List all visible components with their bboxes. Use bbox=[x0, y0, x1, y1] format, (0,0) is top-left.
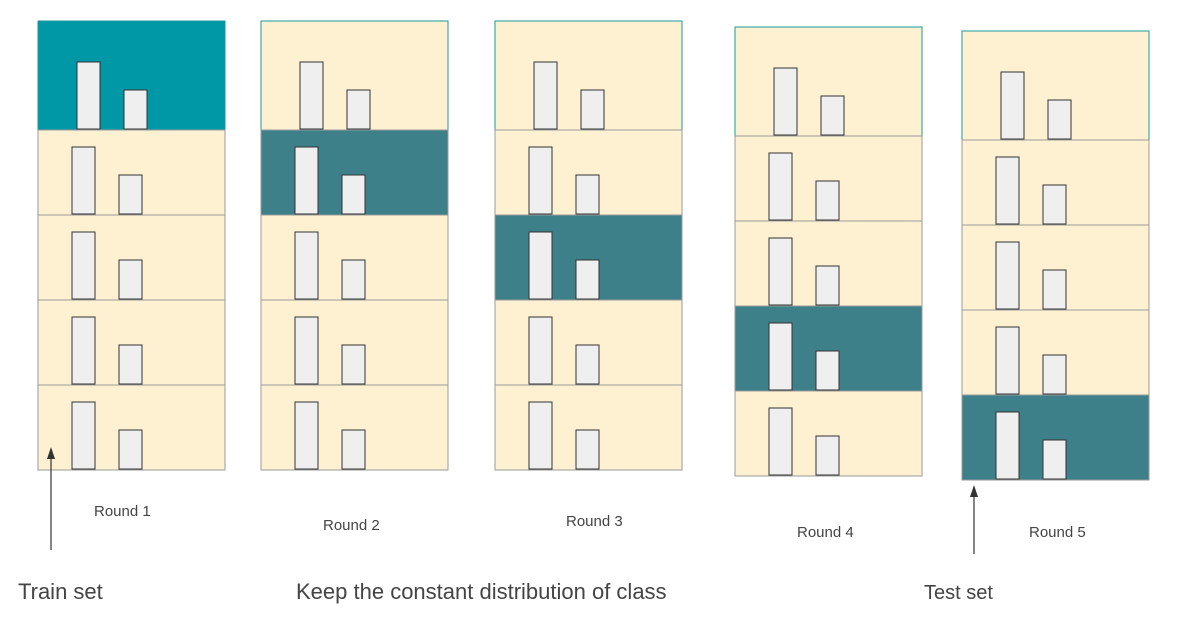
class-b-bar bbox=[123, 89, 148, 130]
round-1-column bbox=[37, 20, 226, 471]
class-a-bar bbox=[533, 61, 558, 130]
class-b-bar bbox=[815, 435, 840, 476]
class-b-bar bbox=[118, 344, 143, 385]
class-b-bar bbox=[815, 265, 840, 306]
class-a-bar bbox=[294, 231, 319, 300]
class-a-bar bbox=[995, 411, 1020, 480]
train-set-arrow-head bbox=[47, 447, 55, 459]
class-b-bar bbox=[580, 89, 605, 130]
class-b-bar bbox=[1042, 269, 1067, 310]
class-a-bar bbox=[294, 401, 319, 470]
class-b-bar bbox=[1047, 99, 1072, 140]
class-a-bar bbox=[995, 326, 1020, 395]
round-2-column bbox=[260, 20, 449, 471]
class-b-bar bbox=[341, 429, 366, 470]
round-5-label: Round 5 bbox=[1029, 524, 1086, 541]
test-set-arrow-head bbox=[970, 485, 978, 497]
class-b-bar bbox=[118, 259, 143, 300]
rounds-group bbox=[37, 20, 1150, 481]
class-b-bar bbox=[820, 95, 845, 136]
class-b-bar bbox=[575, 429, 600, 470]
class-b-bar bbox=[815, 180, 840, 221]
class-b-bar bbox=[341, 259, 366, 300]
class-a-bar bbox=[71, 231, 96, 300]
class-a-bar bbox=[995, 241, 1020, 310]
class-b-bar bbox=[815, 350, 840, 391]
round-3-fold-5-train bbox=[494, 384, 683, 471]
round-3-label: Round 3 bbox=[566, 513, 623, 530]
class-a-bar bbox=[528, 401, 553, 470]
class-a-bar bbox=[76, 61, 101, 130]
round-4-label: Round 4 bbox=[797, 524, 854, 541]
class-a-bar bbox=[71, 401, 96, 470]
class-b-bar bbox=[346, 89, 371, 130]
class-a-bar bbox=[294, 146, 319, 215]
class-b-bar bbox=[575, 259, 600, 300]
class-b-bar bbox=[1042, 184, 1067, 225]
round-2-label: Round 2 bbox=[323, 517, 380, 534]
class-a-bar bbox=[1000, 71, 1025, 140]
class-b-bar bbox=[341, 174, 366, 215]
round-1-label: Round 1 bbox=[94, 503, 151, 520]
class-b-bar bbox=[575, 344, 600, 385]
class-b-bar bbox=[1042, 354, 1067, 395]
class-b-bar bbox=[575, 174, 600, 215]
class-a-bar bbox=[768, 322, 793, 391]
class-a-bar bbox=[294, 316, 319, 385]
round-4-column bbox=[734, 26, 923, 477]
test-set-label: Test set bbox=[924, 582, 993, 604]
class-a-bar bbox=[768, 237, 793, 306]
class-b-bar bbox=[118, 174, 143, 215]
class-a-bar bbox=[995, 156, 1020, 225]
class-b-bar bbox=[1042, 439, 1067, 480]
class-a-bar bbox=[768, 152, 793, 221]
arrows-group bbox=[47, 447, 978, 554]
class-a-bar bbox=[528, 231, 553, 300]
class-a-bar bbox=[528, 316, 553, 385]
class-a-bar bbox=[773, 67, 798, 136]
class-a-bar bbox=[528, 146, 553, 215]
round-3-column bbox=[494, 20, 683, 471]
train-set-label: Train set bbox=[18, 579, 103, 604]
class-a-bar bbox=[71, 316, 96, 385]
class-a-bar bbox=[71, 146, 96, 215]
class-b-bar bbox=[341, 344, 366, 385]
class-a-bar bbox=[768, 407, 793, 476]
class-a-bar bbox=[299, 61, 324, 130]
class-b-bar bbox=[118, 429, 143, 470]
round-5-column bbox=[961, 30, 1150, 481]
center-caption: Keep the constant distribution of class bbox=[296, 579, 667, 604]
